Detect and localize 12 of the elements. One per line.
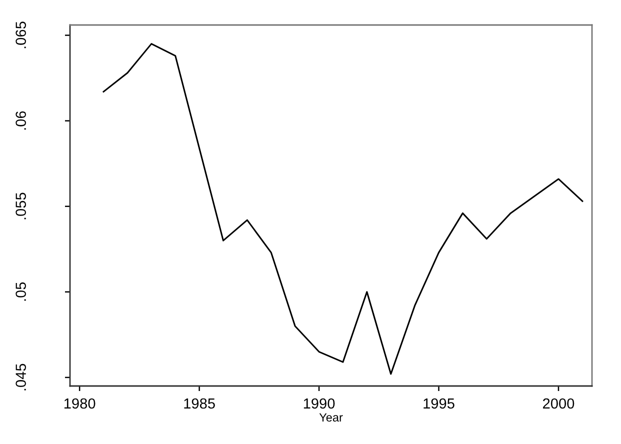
y-tick-label: .05	[16, 282, 26, 301]
y-tick-label: .055	[16, 192, 26, 220]
y-tick-label: .045	[16, 364, 26, 390]
x-tick-label: 1985	[184, 398, 215, 409]
line-series	[102, 43, 584, 375]
x-axis-title: Year	[319, 413, 343, 422]
x-tick-label: 1995	[424, 398, 454, 409]
x-tick-label: 1990	[304, 398, 335, 409]
x-tick-label: 1980	[64, 398, 96, 409]
y-tick-label: .06	[16, 111, 26, 130]
y-tick-label: .065	[16, 22, 26, 48]
x-tick-label: 2000	[542, 398, 574, 409]
